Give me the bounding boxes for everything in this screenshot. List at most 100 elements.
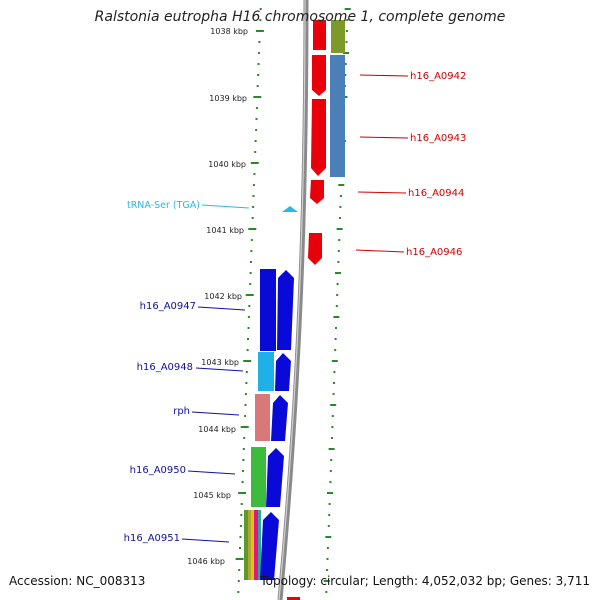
ruler-tick <box>244 415 247 417</box>
gene-arrow-h16-a0948[interactable] <box>275 353 291 391</box>
gene-label-h16-a0944[interactable]: h16_A0944 <box>408 188 464 199</box>
ruler-labels: 1038 kbp 1039 kbp 1040 kbp 1041 kbp 1042… <box>187 27 248 566</box>
ruler-tick <box>255 30 264 32</box>
right-gene-labels: h16_A0942 h16_A0943 h16_A0944 h16_A0946 <box>406 71 466 258</box>
ruler-tick <box>250 162 259 164</box>
gene-label-h16-a0948[interactable]: h16_A0948 <box>137 362 193 373</box>
gene-block-h16-a0941-olive[interactable] <box>331 20 345 53</box>
gene-block-h16-a0947[interactable] <box>260 269 276 351</box>
gene-block-rph[interactable] <box>255 394 270 441</box>
ruler-label: 1041 kbp <box>206 226 244 235</box>
gene-arrow-h16-a0946[interactable] <box>308 233 322 265</box>
ruler-tick <box>250 250 253 252</box>
ruler-tick <box>258 52 260 54</box>
trna-ser-marker[interactable] <box>282 206 298 212</box>
track-dot <box>328 503 331 505</box>
gene-arrow-h16-a0942[interactable] <box>312 55 326 96</box>
gene-arrow-h16-a0951[interactable] <box>260 512 279 580</box>
track-dot <box>336 294 339 296</box>
genome-backbone-highlight <box>278 0 306 600</box>
map-title: Ralstonia eutropha H16 chromosome 1, com… <box>94 9 506 25</box>
gene-label-h16-a0951[interactable]: h16_A0951 <box>124 533 180 544</box>
genome-summary-text: Topology: circular; Length: 4,052,032 bp… <box>260 574 590 588</box>
ruler-tick <box>235 558 244 560</box>
ruler-tick <box>248 228 257 230</box>
track-dot <box>325 591 328 593</box>
ruler-tick <box>245 294 254 296</box>
trna-label[interactable]: tRNA-Ser (TGA) <box>127 200 200 211</box>
track-dot <box>338 239 341 241</box>
ruler-tick <box>253 173 256 175</box>
gene-label-h16-a0947[interactable]: h16_A0947 <box>140 301 196 312</box>
track-dot <box>323 580 330 582</box>
ruler-tick <box>240 426 249 428</box>
track-dot <box>334 349 337 351</box>
ruler-tick <box>259 19 262 21</box>
gene-label-h16-a0943[interactable]: h16_A0943 <box>410 133 466 144</box>
gene-block-h16-a0941[interactable] <box>313 20 326 50</box>
ruler-tick <box>257 63 260 65</box>
ruler-tick <box>244 393 247 395</box>
track-dot <box>334 338 337 340</box>
ruler-tick <box>253 96 262 98</box>
track-dot <box>332 393 335 395</box>
gene-label-h16-a0946[interactable]: h16_A0946 <box>406 247 462 258</box>
ruler-tick <box>242 470 244 472</box>
track-dot <box>333 371 336 373</box>
accession-text: Accession: NC_008313 <box>9 574 146 588</box>
ruler-tick <box>252 184 255 186</box>
gene-label-rph[interactable]: rph <box>173 406 190 417</box>
gene-stripe-teal <box>258 510 261 580</box>
gene-arrow-h16-a0950[interactable] <box>266 448 284 507</box>
ruler-tick <box>250 261 252 263</box>
gene-label-h16-a0950[interactable]: h16_A0950 <box>130 465 186 476</box>
ruler-label: 1043 kbp <box>201 358 239 367</box>
track-dot <box>335 327 337 329</box>
gene-stripe-pink <box>254 510 258 580</box>
ruler-tick <box>238 569 241 571</box>
ruler-tick <box>246 349 249 351</box>
gene-stripe-yellow <box>251 510 254 580</box>
ruler-tick <box>258 41 261 43</box>
track-dot <box>344 74 347 76</box>
track-dot <box>329 481 332 483</box>
ruler-tick <box>241 481 244 483</box>
track-dot <box>331 437 333 439</box>
track-dot <box>330 404 337 406</box>
left-gene-labels: h16_A0947 h16_A0948 rph h16_A0950 h16_A0… <box>124 301 196 544</box>
ruler-tick <box>242 459 245 461</box>
ruler-label: 1046 kbp <box>187 557 225 566</box>
track-dot <box>343 52 350 54</box>
gene-label-h16-a0942[interactable]: h16_A0942 <box>410 71 466 82</box>
gene-block-h16-a0948[interactable] <box>258 352 274 391</box>
ruler-tick <box>247 316 250 318</box>
track-dot <box>326 558 329 560</box>
ruler-tick <box>251 217 254 219</box>
gene-arrow-h16-a0944[interactable] <box>310 180 324 204</box>
track-dot <box>326 569 329 571</box>
ruler-label: 1039 kbp <box>209 94 247 103</box>
ruler-tick <box>254 151 257 153</box>
gene-arrow-rph[interactable] <box>271 395 288 441</box>
gene-arrow-bottom[interactable] <box>287 597 300 600</box>
ruler-tick <box>238 492 247 494</box>
gene-stripe-olive <box>248 510 251 580</box>
track-dot <box>336 283 339 285</box>
gene-arrow-h16-a0947[interactable] <box>277 270 294 350</box>
gene-block-h16-a0942-blue[interactable] <box>330 55 345 177</box>
gene-block-h16-a0950[interactable] <box>251 447 266 507</box>
gene-arrow-h16-a0943[interactable] <box>311 99 326 176</box>
ruler-tick <box>250 239 253 241</box>
track-dot <box>336 228 343 230</box>
track-dot <box>328 514 331 516</box>
track-dot <box>328 448 335 450</box>
ruler-tick <box>255 129 258 131</box>
ruler-tick <box>255 118 258 120</box>
genome-backbone <box>277 0 309 600</box>
ruler-tick <box>237 591 240 593</box>
track-dot <box>327 525 330 527</box>
track-dot <box>326 547 329 549</box>
track-dot <box>344 63 347 65</box>
track-dot <box>339 217 341 219</box>
